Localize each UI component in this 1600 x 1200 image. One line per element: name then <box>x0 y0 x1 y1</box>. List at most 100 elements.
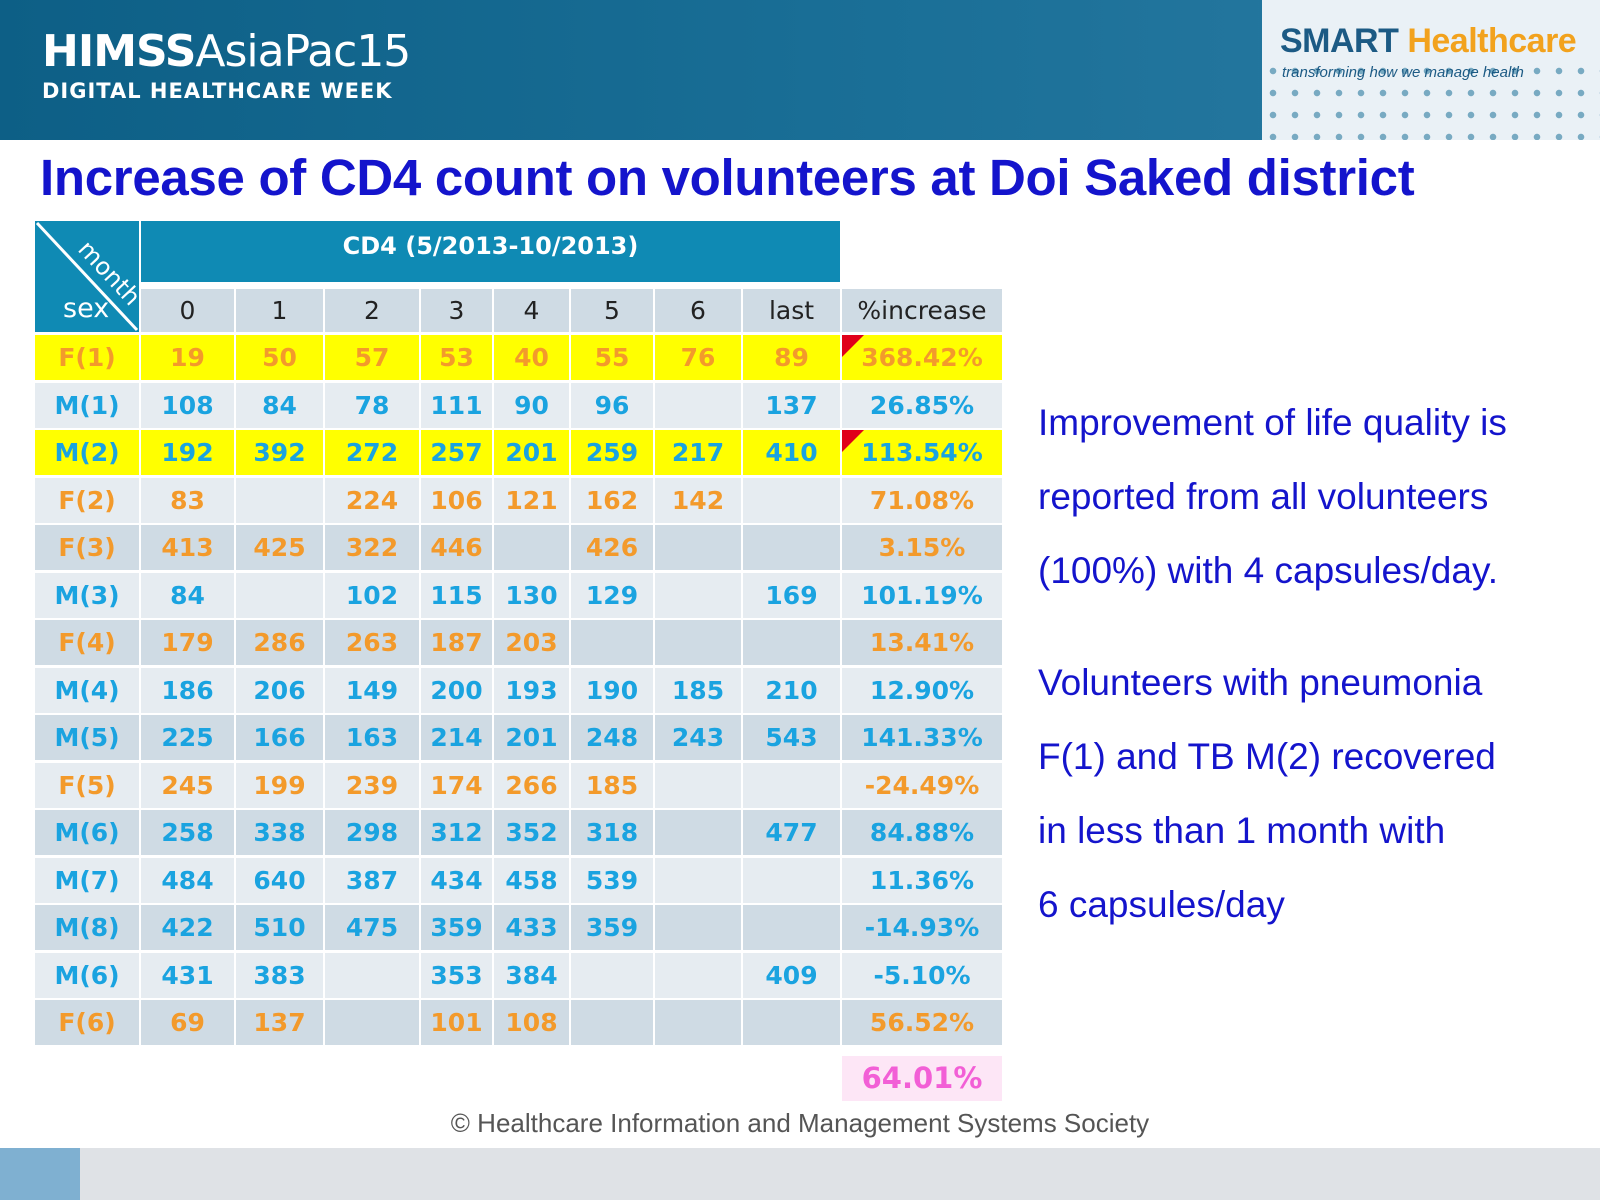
cd4-value-cell: 84 <box>141 572 234 618</box>
cd4-value-cell: 286 <box>236 620 323 665</box>
cd4-value-cell: 383 <box>236 952 323 998</box>
cd4-value-cell: 83 <box>141 477 234 523</box>
cd4-value-cell: 115 <box>421 572 492 618</box>
cd4-value-cell: 322 <box>325 525 419 570</box>
cd4-value-cell <box>494 525 569 570</box>
note-line: reported from all volunteers <box>1038 476 1489 517</box>
corner-sex-label: sex <box>63 293 110 324</box>
cd4-value-cell: 179 <box>141 620 234 665</box>
column-header: 6 <box>655 289 741 332</box>
cd4-value-cell <box>325 1000 419 1045</box>
logo-main-bold: HIMSS <box>42 26 196 77</box>
cd4-value-cell: 108 <box>494 1000 569 1045</box>
cd4-value-cell: 199 <box>236 762 323 808</box>
note-line: in less than 1 month with <box>1038 810 1446 851</box>
cd4-value-cell: 57 <box>325 335 419 380</box>
cd4-value-cell <box>743 525 840 570</box>
cd4-value-cell: 214 <box>421 715 492 760</box>
cd4-value-cell: 477 <box>743 810 840 855</box>
percent-increase-cell: 11.36% <box>842 857 1002 903</box>
cd4-value-cell: 434 <box>421 857 492 903</box>
cd4-value-cell: 224 <box>325 477 419 523</box>
cd4-value-cell <box>571 952 653 998</box>
cd4-value-cell: 640 <box>236 857 323 903</box>
cd4-value-cell: 248 <box>571 715 653 760</box>
cd4-value-cell <box>655 525 741 570</box>
cd4-value-cell <box>743 857 840 903</box>
row-label: M(6) <box>35 810 139 855</box>
cd4-value-cell: 201 <box>494 430 569 475</box>
cd4-value-cell: 55 <box>571 335 653 380</box>
percent-increase-cell: 101.19% <box>842 572 1002 618</box>
percent-increase-cell: 71.08% <box>842 477 1002 523</box>
cd4-value-cell <box>655 382 741 428</box>
cd4-value-cell: 318 <box>571 810 653 855</box>
cd4-value-cell: 130 <box>494 572 569 618</box>
percent-increase-cell: -24.49% <box>842 762 1002 808</box>
row-label: M(8) <box>35 905 139 950</box>
cd4-value-cell: 243 <box>655 715 741 760</box>
cd4-value-cell: 409 <box>743 952 840 998</box>
himss-logo: HIMSSAsiaPac15 DIGITAL HEALTHCARE WEEK <box>42 26 411 104</box>
note-line: Improvement of life quality is <box>1038 402 1507 443</box>
cd4-value-cell: 106 <box>421 477 492 523</box>
percent-increase-cell: 141.33% <box>842 715 1002 760</box>
cd4-value-cell: 19 <box>141 335 234 380</box>
percent-increase-cell: 12.90% <box>842 667 1002 713</box>
cd4-value-cell <box>743 905 840 950</box>
cd4-value-cell: 53 <box>421 335 492 380</box>
cd4-value-cell: 458 <box>494 857 569 903</box>
cd4-value-cell: 392 <box>236 430 323 475</box>
cd4-value-cell <box>655 762 741 808</box>
cd4-value-cell: 201 <box>494 715 569 760</box>
notes-panel: Improvement of life quality is reported … <box>1038 386 1588 942</box>
cd4-value-cell: 187 <box>421 620 492 665</box>
row-label: M(4) <box>35 667 139 713</box>
cd4-value-cell <box>571 1000 653 1045</box>
cd4-value-cell: 539 <box>571 857 653 903</box>
cd4-group-header: CD4 (5/2013-10/2013) <box>141 221 840 282</box>
cd4-value-cell: 387 <box>325 857 419 903</box>
cd4-value-cell <box>655 620 741 665</box>
column-header: 4 <box>494 289 569 332</box>
cd4-value-cell: 239 <box>325 762 419 808</box>
cd4-value-cell: 484 <box>141 857 234 903</box>
cd4-value-cell <box>571 620 653 665</box>
column-header: 2 <box>325 289 419 332</box>
copyright-notice: © Healthcare Information and Management … <box>450 1108 1150 1138</box>
cd4-value-cell: 210 <box>743 667 840 713</box>
row-label: M(1) <box>35 382 139 428</box>
note-line: Volunteers with pneumonia <box>1038 662 1483 703</box>
cd4-value-cell: 149 <box>325 667 419 713</box>
cd4-value-cell: 258 <box>141 810 234 855</box>
comment-flag-icon <box>842 430 864 452</box>
column-header: %increase <box>842 289 1002 332</box>
cd4-value-cell <box>655 905 741 950</box>
logo-subtitle: DIGITAL HEALTHCARE WEEK <box>42 79 393 103</box>
cd4-value-cell: 266 <box>494 762 569 808</box>
cd4-value-cell: 78 <box>325 382 419 428</box>
percent-increase-cell: 26.85% <box>842 382 1002 428</box>
cd4-value-cell: 162 <box>571 477 653 523</box>
smart-tagline: transforming how we manage health <box>1282 64 1524 81</box>
percent-increase-cell: 56.52% <box>842 1000 1002 1045</box>
row-label: F(3) <box>35 525 139 570</box>
cd4-value-cell <box>655 952 741 998</box>
cd4-value-cell: 543 <box>743 715 840 760</box>
cd4-value-cell <box>655 857 741 903</box>
row-label: F(2) <box>35 477 139 523</box>
row-label: M(6) <box>35 952 139 998</box>
cd4-value-cell: 121 <box>494 477 569 523</box>
row-label: M(3) <box>35 572 139 618</box>
column-header: 1 <box>236 289 323 332</box>
cd4-value-cell <box>236 572 323 618</box>
diagonal-divider-icon <box>35 221 139 332</box>
cd4-value-cell: 102 <box>325 572 419 618</box>
cd4-value-cell: 263 <box>325 620 419 665</box>
cd4-value-cell: 338 <box>236 810 323 855</box>
cd4-value-cell: 426 <box>571 525 653 570</box>
cd4-value-cell: 433 <box>494 905 569 950</box>
cd4-value-cell: 257 <box>421 430 492 475</box>
percent-increase-cell: -5.10% <box>842 952 1002 998</box>
cd4-value-cell: 96 <box>571 382 653 428</box>
